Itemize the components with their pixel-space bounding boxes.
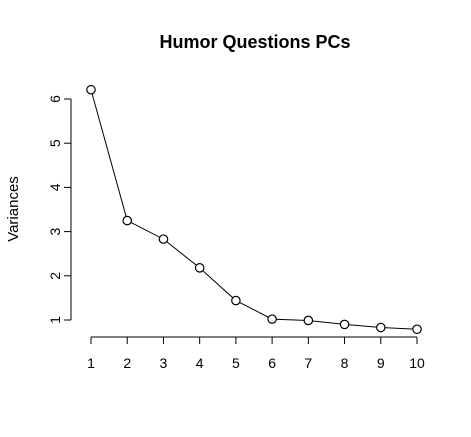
y-tick-label: 4 (47, 183, 63, 191)
y-axis: 1 2 3 4 5 6 (47, 95, 72, 324)
x-tick-label: 3 (160, 355, 168, 371)
data-point-9 (375, 322, 386, 333)
x-tick-label: 4 (196, 355, 204, 371)
x-tick-label: 10 (409, 355, 425, 371)
x-tick-label: 7 (304, 355, 312, 371)
y-tick-label: 3 (47, 227, 63, 235)
x-tick-label: 9 (377, 355, 385, 371)
data-point-6 (267, 314, 277, 324)
x-tick-label: 1 (87, 355, 95, 371)
y-tick-label: 5 (47, 139, 63, 147)
y-axis-label: Variances (5, 176, 22, 242)
y-tick-label: 2 (47, 272, 63, 280)
data-point-2 (122, 215, 133, 226)
x-tick-label: 5 (232, 355, 240, 371)
data-point-8 (339, 319, 350, 330)
y-tick-label: 6 (47, 95, 63, 103)
x-axis: 1 2 3 4 5 6 7 8 9 10 (87, 336, 425, 371)
data-point-3 (158, 234, 169, 244)
x-tick-label: 2 (123, 355, 131, 371)
y-tick-label: 1 (47, 316, 63, 324)
data-point-10 (412, 324, 422, 335)
chart-title: Humor Questions PCs (159, 32, 350, 52)
data-point-7 (303, 315, 314, 326)
plot-area (86, 84, 422, 335)
x-tick-label: 6 (268, 355, 276, 371)
series-line (90, 89, 418, 330)
data-point-1 (86, 84, 96, 95)
data-point-5 (231, 295, 241, 306)
data-point-4 (194, 263, 205, 273)
x-tick-label: 8 (341, 355, 349, 371)
